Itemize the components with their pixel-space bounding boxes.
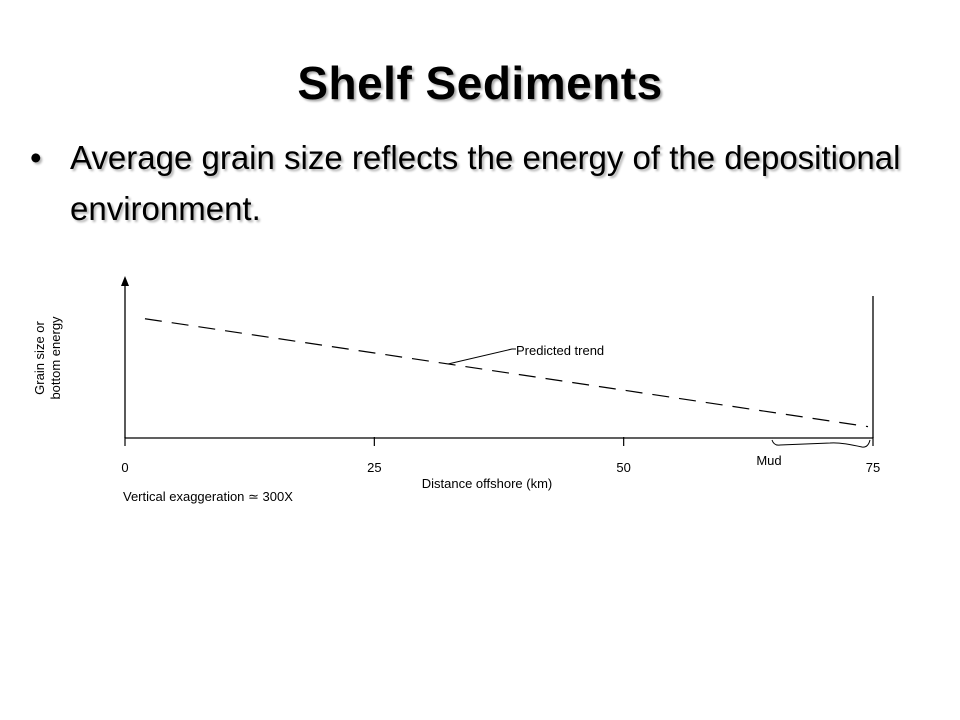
x-tick-label-50: 50: [616, 460, 630, 475]
x-tick-label-0: 0: [121, 460, 128, 475]
predicted-trend-leader: [447, 348, 516, 365]
y-axis-label-line-2: bottom energy: [48, 316, 63, 400]
predicted-trend-label: Predicted trend: [516, 343, 604, 358]
bullet-text: Average grain size reflects the energy o…: [70, 139, 901, 227]
predicted-trend-line: [144, 318, 869, 428]
bullet-dot-icon: •: [30, 139, 42, 176]
x-tick-label-75: 75: [866, 460, 880, 475]
x-ticks: 0 25 50 75: [121, 437, 880, 475]
y-axis-label-line-1: Grain size or: [32, 320, 47, 394]
x-tick-label-25: 25: [367, 460, 381, 475]
y-axis-arrow-icon: [121, 276, 129, 286]
vertical-exaggeration-note: Vertical exaggeration ≃ 300X: [123, 489, 293, 504]
mud-label: Mud: [756, 453, 781, 468]
slide-title: Shelf Sediments: [297, 57, 663, 109]
x-axis-label: Distance offshore (km): [422, 476, 553, 491]
mud-brace: [771, 439, 871, 448]
